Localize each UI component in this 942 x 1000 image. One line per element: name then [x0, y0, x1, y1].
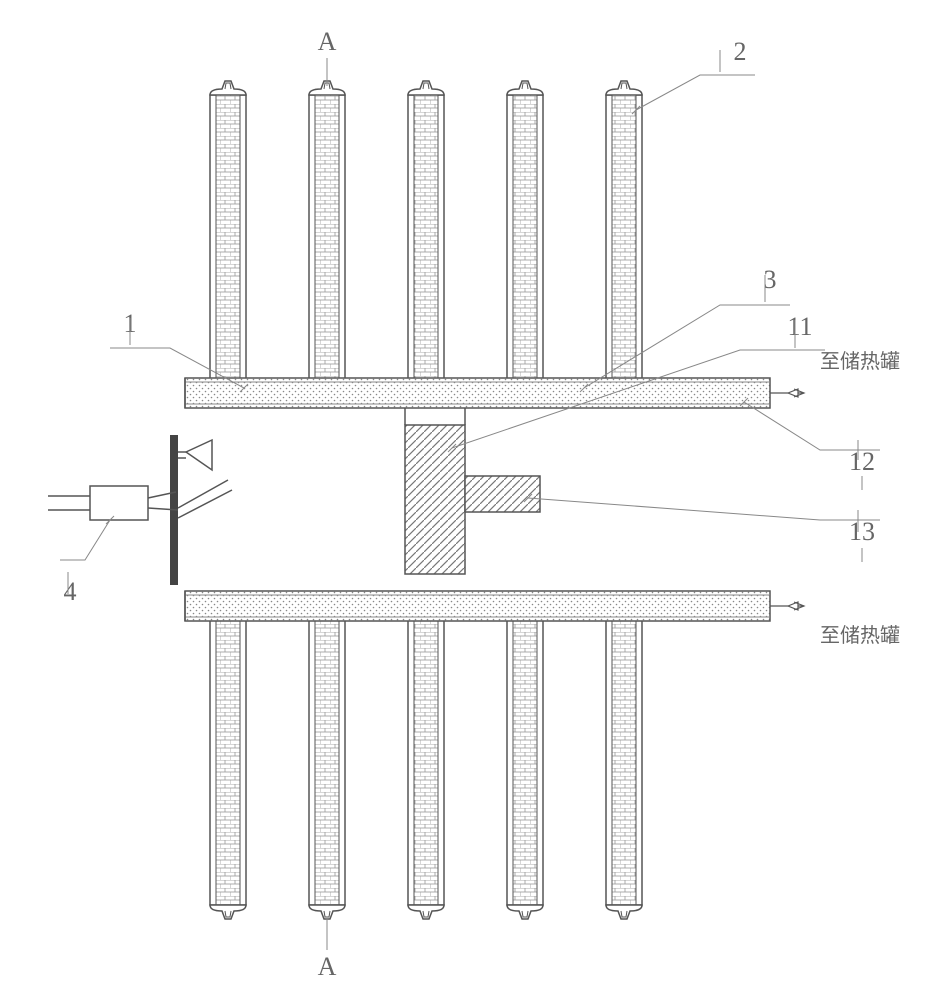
label-13: 13	[849, 517, 875, 546]
tee-body	[405, 425, 465, 574]
tee-stub	[465, 476, 540, 512]
label-11: 11	[787, 312, 812, 341]
label-2: 2	[734, 37, 747, 66]
label-A-bottom: A	[318, 952, 337, 981]
label-to-tank-top: 至储热罐	[820, 350, 900, 373]
technical-diagram: 至储热罐至储热罐AA2131112134	[0, 0, 942, 1000]
label-to-tank-bottom: 至储热罐	[820, 624, 900, 647]
label-12: 12	[849, 447, 875, 476]
connector-box	[90, 486, 148, 520]
label-A-top: A	[318, 27, 337, 56]
label-4: 4	[64, 577, 77, 606]
